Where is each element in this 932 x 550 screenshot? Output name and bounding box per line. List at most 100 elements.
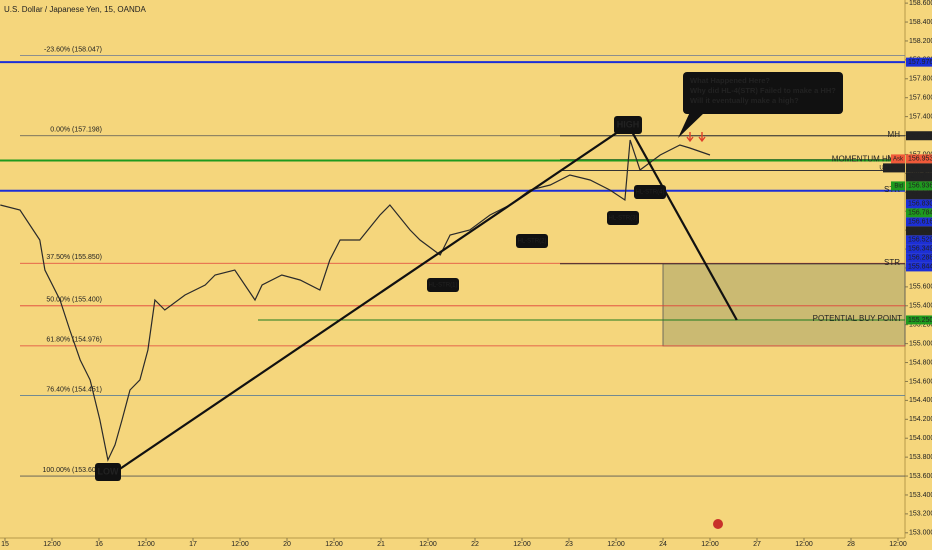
x-tick-label: 12:00 (607, 541, 625, 548)
price-tag-label: 156.288 (908, 255, 932, 262)
level-label: MOMENTUM HIGH (832, 155, 902, 164)
trendline (627, 124, 738, 321)
fib-label: 50.00% (155.400) (46, 297, 102, 304)
price-tag (906, 217, 932, 227)
callout-text: What Happened Here? (690, 76, 770, 85)
annotation-box (95, 463, 121, 481)
x-tick-label: 12:00 (795, 541, 813, 548)
price-tag (906, 131, 932, 141)
annotation-box (607, 211, 639, 225)
price-tag (906, 315, 932, 325)
arrow-icons (686, 132, 706, 143)
x-tick-label: 27 (753, 541, 761, 548)
level-label: MH (888, 130, 901, 139)
fib-label: 76.40% (154.451) (46, 386, 102, 393)
price-tag (906, 154, 932, 164)
countdown-label: 01:31 (911, 174, 929, 181)
x-tick-label: 12:00 (419, 541, 437, 548)
price-tag (906, 208, 932, 218)
y-tick-label: 153.200 (909, 511, 932, 518)
price-tag (906, 57, 932, 67)
quote-label: USDJPY (879, 165, 903, 171)
price-tag-label: 156.529 (908, 237, 932, 244)
annotation-label: HL-STR(1) (428, 283, 457, 289)
annotation-label: LOW (98, 466, 119, 476)
price-tag-label: 156.616 (908, 219, 932, 226)
fib-label: 37.50% (155.850) (46, 254, 102, 261)
fib-label: 61.80% (154.976) (46, 337, 102, 344)
y-tick-label: 154.200 (909, 416, 932, 423)
y-tick-label: 154.800 (909, 359, 932, 366)
x-tick-label: 12:00 (701, 541, 719, 548)
y-tick-label: 157.600 (909, 95, 932, 102)
fib-label: 0.00% (157.198) (50, 127, 102, 134)
quote-tag (891, 154, 905, 164)
annotation-box (427, 278, 459, 292)
price-tag (906, 262, 932, 272)
x-tick-label: 12:00 (889, 541, 907, 548)
price-tag-label: 156.936 (908, 183, 932, 190)
x-tick-label: 21 (377, 541, 385, 548)
y-tick-label: 153.000 (909, 530, 932, 537)
event-icon (713, 519, 723, 529)
quote-tag (883, 163, 905, 173)
price-tag-label: 156.830 (908, 201, 932, 208)
price-line (0, 139, 711, 462)
price-tag-label: 156.953 (908, 156, 932, 163)
callout-text: Will it eventually make a high? (690, 96, 799, 105)
price-tag-label: 156.550 (908, 228, 932, 235)
annotation-label: HIGH (617, 119, 640, 129)
callout-text: Why did HL-4(STR) Failed to make a HH? (690, 86, 836, 95)
annotation-label: HL-STR(4) (635, 190, 664, 196)
price-tag-label: 157.198 (908, 133, 932, 140)
price-tag (906, 163, 932, 173)
price-tag-label: 157.976 (908, 59, 932, 66)
y-tick-label: 154.000 (909, 435, 932, 442)
x-tick-label: 24 (659, 541, 667, 548)
y-tick-label: 155.600 (909, 284, 932, 291)
trendline (117, 124, 629, 471)
x-tick-label: 20 (283, 541, 291, 548)
y-tick-label: 157.800 (909, 76, 932, 83)
price-tag-label: 156.908 (908, 192, 932, 199)
x-tick-label: 12:00 (513, 541, 531, 548)
x-tick-label: 17 (189, 541, 197, 548)
price-tag-label: 155.250 (908, 317, 932, 324)
y-tick-label: 153.400 (909, 492, 932, 499)
annotation-label: HL-STR(2) (517, 239, 546, 245)
fib-label: -23.60% (158.047) (44, 46, 102, 53)
y-tick-label: 155.200 (909, 322, 932, 329)
annotation-box (614, 116, 642, 134)
buy-zone (662, 263, 906, 347)
price-tag (906, 226, 932, 236)
chart-title: U.S. Dollar / Japanese Yen, 15, OANDA (4, 5, 147, 14)
x-tick-label: 12:00 (231, 541, 249, 548)
quote-label: Ask (893, 156, 904, 162)
y-tick-label: 158.200 (909, 38, 932, 45)
y-tick-label: 155.400 (909, 303, 932, 310)
price-tag-label: 156.945 (908, 165, 932, 172)
callout-pointer (678, 112, 705, 138)
price-tag (906, 253, 932, 263)
x-tick-label: 12:00 (325, 541, 343, 548)
quote-tag (891, 181, 905, 191)
x-tick-label: 15 (1, 541, 9, 548)
price-tag (906, 244, 932, 254)
annotation-label: HL-STR(3) (608, 216, 637, 222)
price-tag (906, 235, 932, 245)
x-tick-label: 28 (847, 541, 855, 548)
price-tag (906, 199, 932, 209)
callout-box (683, 72, 843, 114)
x-tick-label: 22 (471, 541, 479, 548)
x-tick-label: 23 (565, 541, 573, 548)
price-tag (906, 181, 932, 191)
annotation-box (634, 185, 666, 199)
y-tick-label: 154.600 (909, 378, 932, 385)
y-tick-label: 155.000 (909, 340, 932, 347)
x-tick-label: 16 (95, 541, 103, 548)
price-tag-label: 155.844 (908, 264, 932, 271)
y-tick-label: 158.400 (909, 19, 932, 26)
price-tag-label: 156.349 (908, 246, 932, 253)
annotation-box (516, 234, 548, 248)
